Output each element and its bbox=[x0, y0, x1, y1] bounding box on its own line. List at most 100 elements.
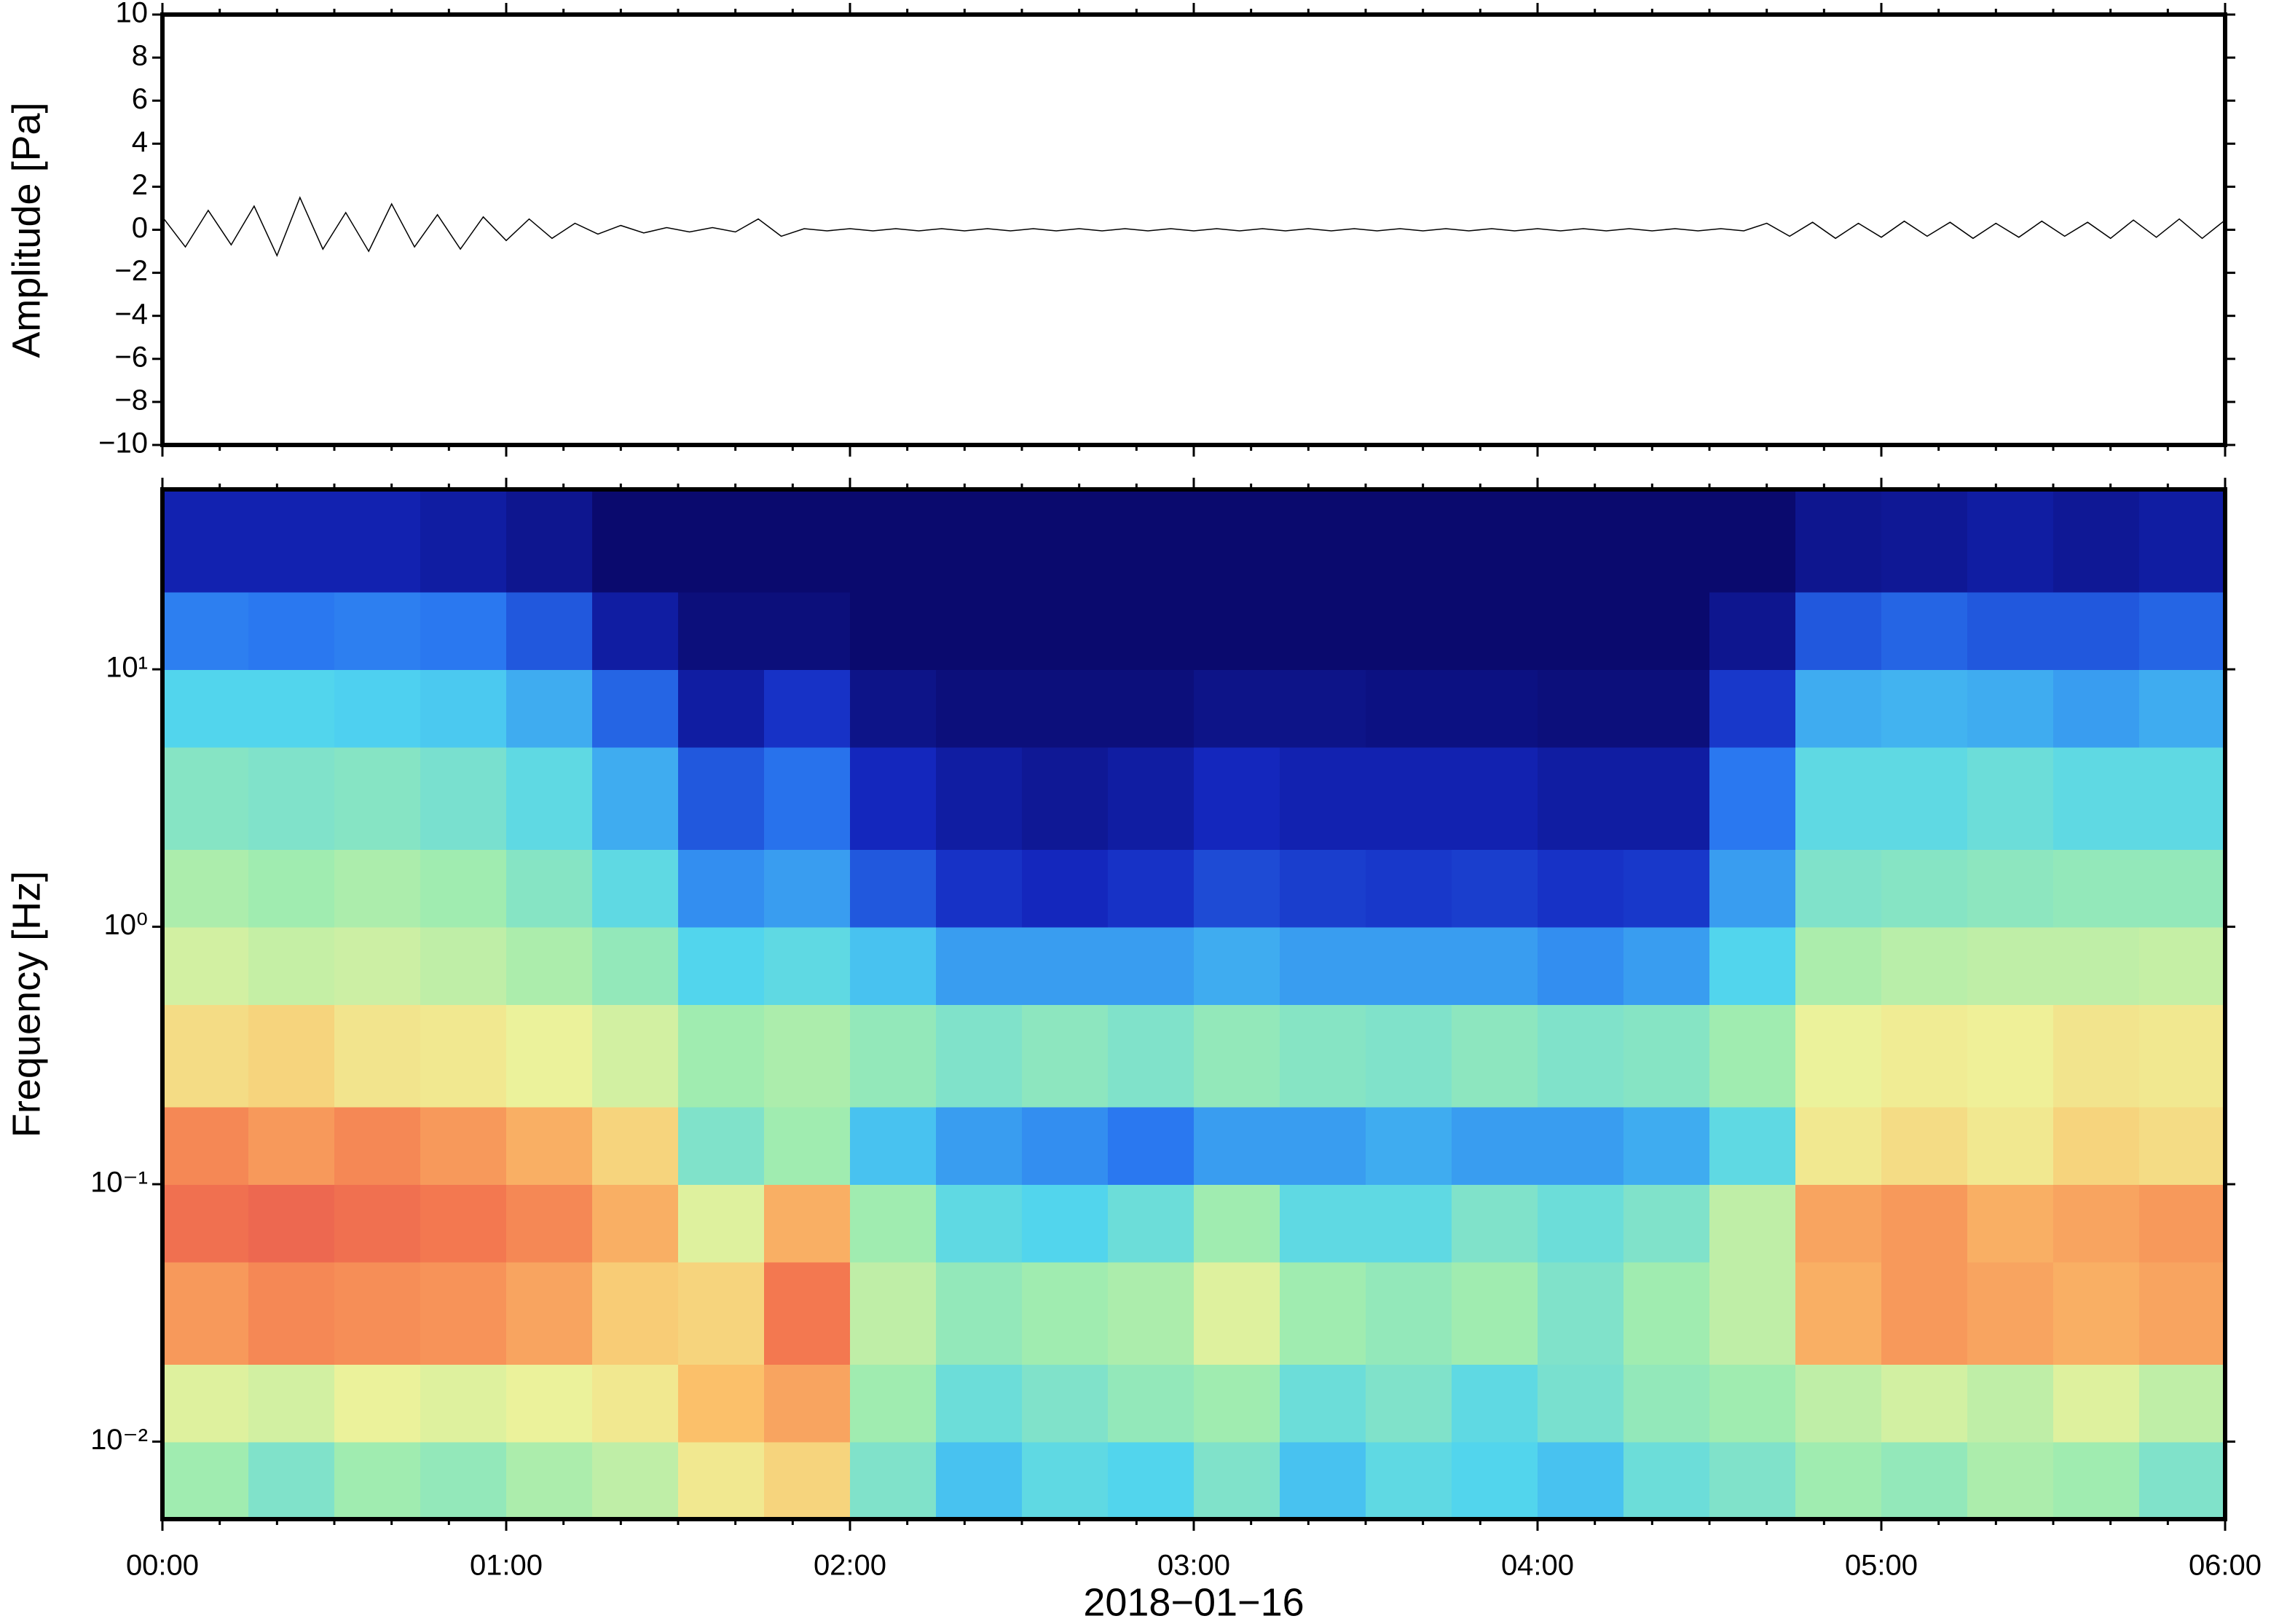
spectrogram-cell bbox=[248, 1106, 335, 1185]
spectrogram-cell bbox=[2139, 1364, 2226, 1443]
spectrogram-cell bbox=[162, 591, 249, 670]
y-tick-label: 6 bbox=[132, 83, 148, 115]
y-tick-label: −6 bbox=[114, 341, 148, 373]
spectrogram-cell bbox=[420, 1364, 507, 1443]
x-tick-label: 06:00 bbox=[2189, 1550, 2262, 1582]
spectrogram-cell bbox=[1194, 746, 1280, 850]
spectrogram-cell bbox=[162, 926, 249, 1005]
spectrogram-cell bbox=[1022, 591, 1109, 670]
spectrogram-cell bbox=[1538, 1184, 1624, 1263]
spectrogram-cell bbox=[1709, 1184, 1796, 1263]
spectrogram-cell bbox=[1452, 849, 1538, 928]
spectrogram-cell bbox=[1881, 926, 1968, 1005]
spectrogram-cell bbox=[506, 1364, 593, 1443]
spectrogram-cell bbox=[420, 1441, 507, 1520]
spectrogram-cell bbox=[334, 849, 421, 928]
spectrogram-cell bbox=[1022, 849, 1109, 928]
spectrogram-cell bbox=[334, 746, 421, 850]
spectrogram-cell bbox=[506, 669, 593, 748]
spectrogram-cell bbox=[506, 1441, 593, 1520]
spectrogram-cell bbox=[850, 1364, 937, 1443]
spectrogram-cell bbox=[1452, 489, 1538, 593]
spectrogram-cell bbox=[592, 746, 679, 850]
spectrogram-cell bbox=[764, 1364, 851, 1443]
spectrogram-cell bbox=[850, 1184, 937, 1263]
spectrogram-cell bbox=[420, 1184, 507, 1263]
spectrogram-cell bbox=[1108, 489, 1194, 593]
spectrogram-cell bbox=[334, 1261, 421, 1365]
spectrogram-cell bbox=[678, 926, 765, 1005]
spectrogram-cell bbox=[764, 746, 851, 850]
spectrogram-cell bbox=[850, 1106, 937, 1185]
spectrogram-cell bbox=[420, 1261, 507, 1365]
spectrogram-cell bbox=[678, 849, 765, 928]
spectrogram-cell bbox=[1623, 1004, 1710, 1108]
spectrogram-cell bbox=[1108, 1184, 1194, 1263]
spectrogram-cell bbox=[334, 1106, 421, 1185]
spectrogram-cell bbox=[162, 1184, 249, 1263]
spectrogram-cell bbox=[1538, 1004, 1624, 1108]
spectrogram-cell bbox=[420, 591, 507, 670]
spectrogram-cell bbox=[334, 1004, 421, 1108]
spectrogram-cell bbox=[1967, 1364, 2054, 1443]
spectrogram-cell bbox=[1194, 1106, 1280, 1185]
x-tick-label: 03:00 bbox=[1157, 1550, 1230, 1582]
spectrogram-cell bbox=[1623, 489, 1710, 593]
spectrogram-cell bbox=[1967, 1106, 2054, 1185]
spectrogram-cell bbox=[162, 1004, 249, 1108]
spectrogram-cell bbox=[2053, 849, 2140, 928]
spectrogram-cell bbox=[2053, 1441, 2140, 1520]
spectrogram-cell bbox=[764, 849, 851, 928]
spectrogram-cell bbox=[1108, 1441, 1194, 1520]
spectrogram-cell bbox=[1108, 1106, 1194, 1185]
spectrogram-cell bbox=[162, 489, 249, 593]
spectrogram-cell bbox=[850, 1441, 937, 1520]
spectrogram-cell bbox=[1022, 1184, 1109, 1263]
spectrogram-cell bbox=[678, 746, 765, 850]
spectrogram-cell bbox=[1967, 849, 2054, 928]
spectrogram-cell bbox=[506, 1184, 593, 1263]
spectrogram-cell bbox=[420, 849, 507, 928]
spectrogram-cell bbox=[1022, 1261, 1109, 1365]
spectrogram-cell bbox=[592, 669, 679, 748]
spectrogram-cell bbox=[2053, 591, 2140, 670]
spectrogram-cell bbox=[2139, 1004, 2226, 1108]
spectrogram-cell bbox=[248, 1261, 335, 1365]
spectrogram-cell bbox=[2139, 1441, 2226, 1520]
y-tick-label: −10 bbox=[98, 427, 148, 460]
spectrogram-cell bbox=[592, 591, 679, 670]
spectrogram-cell bbox=[1795, 1004, 1882, 1108]
spectrogram-cell bbox=[678, 489, 765, 593]
spectrogram-cell bbox=[1280, 926, 1366, 1005]
spectrogram-cell bbox=[1194, 849, 1280, 928]
spectrogram-cell bbox=[1280, 1184, 1366, 1263]
spectrogram-cell bbox=[248, 1184, 335, 1263]
spectrogram-cell bbox=[1022, 489, 1109, 593]
spectrogram-cell bbox=[1623, 1364, 1710, 1443]
spectrogram-cell bbox=[1022, 1106, 1109, 1185]
spectrogram-cell bbox=[1366, 926, 1452, 1005]
spectrogram-cell bbox=[1623, 926, 1710, 1005]
spectrogram-cell bbox=[1280, 1004, 1366, 1108]
y-tick-label: 10¹ bbox=[106, 652, 148, 684]
spectrogram-cell bbox=[936, 591, 1023, 670]
spectrogram-cell bbox=[1709, 1261, 1796, 1365]
spectrogram-cell bbox=[1538, 1441, 1624, 1520]
spectrogram-cell bbox=[592, 926, 679, 1005]
spectrogram-cell bbox=[678, 669, 765, 748]
spectrogram-cell bbox=[2139, 489, 2226, 593]
spectrogram-cell bbox=[1795, 489, 1882, 593]
spectrogram-cell bbox=[1623, 849, 1710, 928]
spectrogram-cell bbox=[248, 746, 335, 850]
spectrogram-cell bbox=[1452, 1364, 1538, 1443]
spectrogram-cell bbox=[2139, 669, 2226, 748]
spectrogram-cell bbox=[2139, 1184, 2226, 1263]
spectrogram-cell bbox=[1366, 1364, 1452, 1443]
spectrogram-cell bbox=[2053, 1364, 2140, 1443]
spectrogram-cell bbox=[2139, 849, 2226, 928]
spectrogram-cell bbox=[1881, 1004, 1968, 1108]
spectrogram-cell bbox=[1452, 591, 1538, 670]
spectrogram-cell bbox=[1280, 849, 1366, 928]
spectrogram-cell bbox=[2139, 926, 2226, 1005]
